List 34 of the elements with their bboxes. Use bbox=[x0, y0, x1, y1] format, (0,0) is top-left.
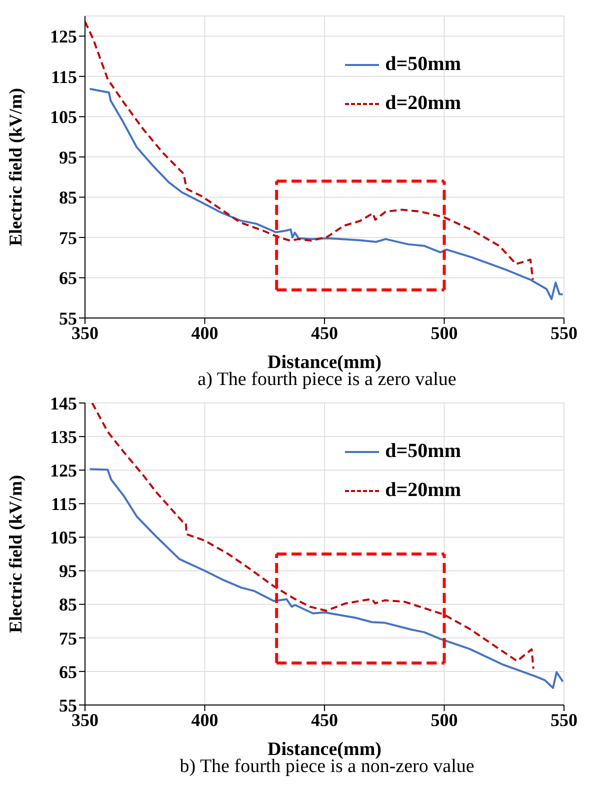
x-tick-label: 550 bbox=[550, 322, 578, 343]
y-tick-label: 125 bbox=[50, 460, 77, 480]
y-tick-label: 135 bbox=[50, 426, 77, 447]
y-tick-label: 55 bbox=[59, 308, 77, 328]
y-tick-label: 95 bbox=[59, 561, 77, 582]
y-tick-label: 95 bbox=[59, 147, 77, 168]
x-tick-label: 450 bbox=[311, 322, 338, 343]
x-tick-label: 400 bbox=[191, 322, 218, 343]
x-tick-label: 550 bbox=[550, 710, 578, 730]
y-tick-label: 65 bbox=[59, 268, 77, 288]
y-tick-label: 105 bbox=[50, 107, 77, 128]
x-tick-label: 500 bbox=[430, 710, 458, 730]
x-tick-label: 500 bbox=[430, 322, 458, 343]
y-axis-title: Electric field (kV/m) bbox=[5, 88, 26, 246]
y-tick-label: 85 bbox=[59, 594, 77, 615]
y-tick-label: 85 bbox=[59, 188, 77, 208]
y-tick-label: 75 bbox=[59, 228, 77, 248]
y-tick-label: 115 bbox=[50, 494, 77, 514]
legend-label: d=20mm bbox=[385, 92, 461, 115]
y-tick-label: 105 bbox=[50, 528, 77, 548]
y-tick-label: 145 bbox=[50, 393, 77, 414]
y-tick-label: 115 bbox=[50, 66, 77, 87]
y-tick-label: 65 bbox=[59, 662, 77, 682]
y-tick-label: 125 bbox=[50, 26, 77, 47]
y-axis-title: Electric field (kV/m) bbox=[5, 475, 26, 633]
y-tick-label: 75 bbox=[59, 628, 77, 648]
x-tick-label: 450 bbox=[311, 710, 338, 730]
legend-label: d=50mm bbox=[385, 53, 461, 76]
legend-label: d=50mm bbox=[385, 440, 461, 463]
y-tick-label: 55 bbox=[59, 695, 77, 716]
x-axis-title: Distance(mm) bbox=[268, 352, 382, 373]
x-tick-label: 400 bbox=[191, 710, 218, 730]
legend-label: d=20mm bbox=[385, 479, 461, 502]
x-axis-title: Distance(mm) bbox=[268, 739, 382, 760]
